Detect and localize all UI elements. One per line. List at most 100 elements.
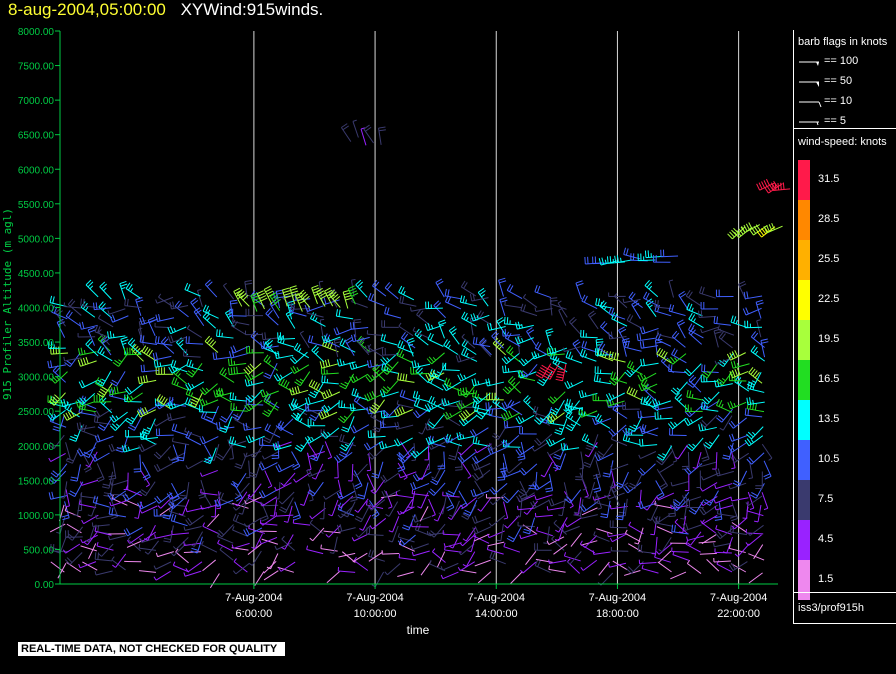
barb-feather <box>532 500 537 508</box>
barb-feather <box>263 341 266 349</box>
wind-barb <box>245 460 251 479</box>
barb-feather <box>273 443 277 448</box>
barb-feather <box>459 455 465 462</box>
barb-staff <box>545 406 553 424</box>
wind-barb <box>706 559 720 572</box>
barb-feather <box>315 383 320 390</box>
barb-staff <box>158 492 173 504</box>
barb-staff <box>688 318 704 329</box>
barb-feather <box>344 294 352 298</box>
barb-feather <box>334 338 342 341</box>
wind-barb <box>274 351 294 360</box>
wind-barb <box>109 314 129 323</box>
barb-feather <box>381 491 386 498</box>
barb-feather <box>476 315 479 320</box>
wind-barb <box>85 525 95 543</box>
wind-barb <box>380 472 400 483</box>
wind-barb <box>364 344 384 353</box>
barb-staff <box>173 372 188 385</box>
barb-feather <box>353 388 358 396</box>
barb-feather <box>355 363 358 368</box>
barb-feather <box>642 340 645 348</box>
barb-feather <box>397 340 401 348</box>
barb-feather <box>137 502 142 510</box>
barb-feather <box>339 358 343 366</box>
barb-feather <box>443 436 448 444</box>
barb-feather <box>534 482 540 489</box>
barb-feather <box>557 300 562 304</box>
barb-feather <box>746 383 754 388</box>
barb-feather <box>447 516 452 521</box>
barb-feather <box>112 314 116 322</box>
barb-staff <box>612 533 628 543</box>
barb-feather <box>537 342 542 350</box>
barb-feather <box>116 386 119 394</box>
wind-barb <box>371 461 384 479</box>
wind-barb <box>472 454 491 464</box>
barb-feather <box>386 357 390 362</box>
barb-staff <box>730 321 748 328</box>
wind-barb <box>207 513 220 528</box>
barb-feather <box>339 434 343 442</box>
wind-barb <box>294 371 311 387</box>
barb-feather <box>546 451 550 456</box>
barb-feather <box>426 358 433 365</box>
wind-barb <box>686 302 703 317</box>
wind-barb <box>236 289 250 307</box>
wind-barb <box>428 498 436 517</box>
wind-barb <box>107 330 126 339</box>
barb-feather <box>670 482 673 487</box>
barb-feather <box>432 548 436 553</box>
wind-barb <box>183 541 202 547</box>
wind-barb <box>311 284 322 304</box>
barb-feather <box>607 563 610 568</box>
barb-staff <box>750 336 765 348</box>
barb-feather <box>111 414 117 421</box>
barb-staff <box>287 505 293 523</box>
barb-feather <box>685 522 689 530</box>
barb-feather <box>82 357 87 365</box>
wind-barb <box>88 543 97 560</box>
barb-staff <box>367 333 385 337</box>
barb-feather <box>427 332 432 340</box>
wind-barb <box>614 471 629 489</box>
barb-staff <box>595 460 601 477</box>
barb-feather <box>373 426 381 430</box>
barb-feather <box>204 279 211 285</box>
wind-barb <box>549 400 565 416</box>
barb-feather <box>309 515 313 520</box>
barb-feather <box>199 495 207 499</box>
barb-feather <box>176 381 179 386</box>
barb-staff <box>442 571 459 580</box>
barb-feather <box>129 339 136 346</box>
barb-feather <box>638 384 643 391</box>
barb-feather <box>631 300 638 305</box>
wind-barb <box>654 500 672 509</box>
barb-staff <box>737 543 750 557</box>
barb-feather <box>112 361 119 367</box>
barb-feather <box>558 514 563 517</box>
barb-feather <box>296 344 301 351</box>
barb-feather <box>266 290 274 295</box>
barb-feather <box>718 399 723 407</box>
barb-feather <box>130 288 134 292</box>
wind-barb <box>698 541 716 544</box>
barb-feather <box>718 331 724 338</box>
wind-barb <box>65 530 83 538</box>
barb-staff <box>340 127 352 142</box>
wind-barb <box>97 314 114 328</box>
wind-barb <box>528 471 538 490</box>
barb-feather <box>355 376 359 381</box>
barb-feather <box>628 437 631 442</box>
wind-barb <box>639 426 659 435</box>
barb-staff <box>569 321 582 335</box>
wind-barb <box>608 306 626 320</box>
barb-staff <box>325 401 340 413</box>
barb-feather <box>475 337 478 345</box>
wind-barb <box>734 543 750 557</box>
wind-barb <box>171 376 188 391</box>
barb-feather <box>372 363 378 370</box>
barb-feather <box>417 524 421 531</box>
barb-staff <box>127 342 142 355</box>
wind-barb <box>94 552 113 562</box>
